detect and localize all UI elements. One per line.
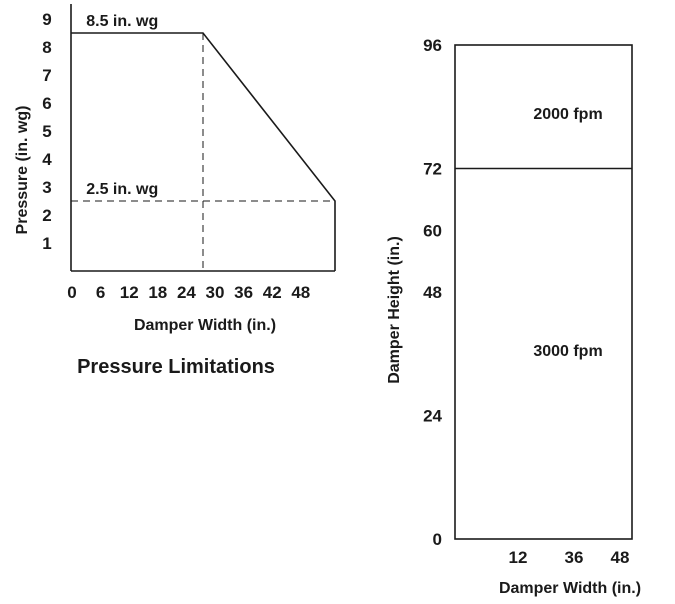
pressure-chart-title: Pressure Limitations (77, 356, 275, 378)
region-label-2000-fpm: 2000 fpm (533, 106, 602, 123)
pressure-y-tick-labels: 1 2 3 4 5 6 7 8 9 (42, 10, 52, 253)
pressure-y-tick-5: 5 (42, 122, 51, 141)
velocity-chart: 2000 fpm 3000 fpm 0 24 48 60 72 96 12 36 48 D… (386, 36, 641, 597)
pressure-x-tick-24: 24 (177, 283, 196, 302)
pressure-x-tick-labels: 0 6 12 18 24 30 36 42 48 (67, 283, 310, 302)
pressure-x-axis-title: Damper Width (in.) (134, 317, 276, 334)
region-label-3000-fpm: 3000 fpm (533, 343, 602, 360)
pressure-x-tick-12: 12 (120, 283, 139, 302)
pressure-y-tick-9: 9 (42, 10, 51, 29)
pressure-x-tick-42: 42 (263, 283, 282, 302)
velocity-y-tick-24: 24 (423, 407, 442, 426)
annotation-2-5-in-wg: 2.5 in. wg (86, 181, 158, 198)
pressure-y-tick-2: 2 (42, 206, 51, 225)
pressure-x-tick-30: 30 (206, 283, 225, 302)
pressure-x-tick-36: 36 (234, 283, 253, 302)
velocity-y-tick-72: 72 (423, 160, 442, 179)
pressure-x-tick-18: 18 (148, 283, 167, 302)
pressure-y-tick-1: 1 (42, 234, 51, 253)
pressure-y-axis-title: Pressure (in. wg) (14, 106, 31, 235)
velocity-y-axis-title: Damper Height (in.) (386, 236, 403, 384)
velocity-x-tick-36: 36 (565, 548, 584, 567)
velocity-x-axis-title: Damper Width (in.) (499, 580, 641, 597)
velocity-chart-frame (454, 44, 633, 540)
pressure-limit-line (71, 32, 336, 271)
velocity-y-tick-48: 48 (423, 283, 442, 302)
velocity-x-tick-48: 48 (611, 548, 630, 567)
velocity-y-tick-60: 60 (423, 221, 442, 240)
pressure-y-tick-6: 6 (42, 94, 51, 113)
pressure-y-tick-3: 3 (42, 178, 51, 197)
annotation-8-5-in-wg: 8.5 in. wg (86, 13, 158, 30)
velocity-y-tick-96: 96 (423, 36, 442, 55)
pressure-x-tick-6: 6 (96, 283, 105, 302)
pressure-y-tick-8: 8 (42, 38, 51, 57)
pressure-y-tick-7: 7 (42, 66, 51, 85)
pressure-y-tick-4: 4 (42, 150, 52, 169)
pressure-x-tick-48: 48 (291, 283, 310, 302)
velocity-y-tick-0: 0 (433, 530, 442, 549)
velocity-x-tick-12: 12 (509, 548, 528, 567)
pressure-x-tick-0: 0 (67, 283, 76, 302)
velocity-y-tick-labels: 0 24 48 60 72 96 (423, 36, 442, 549)
